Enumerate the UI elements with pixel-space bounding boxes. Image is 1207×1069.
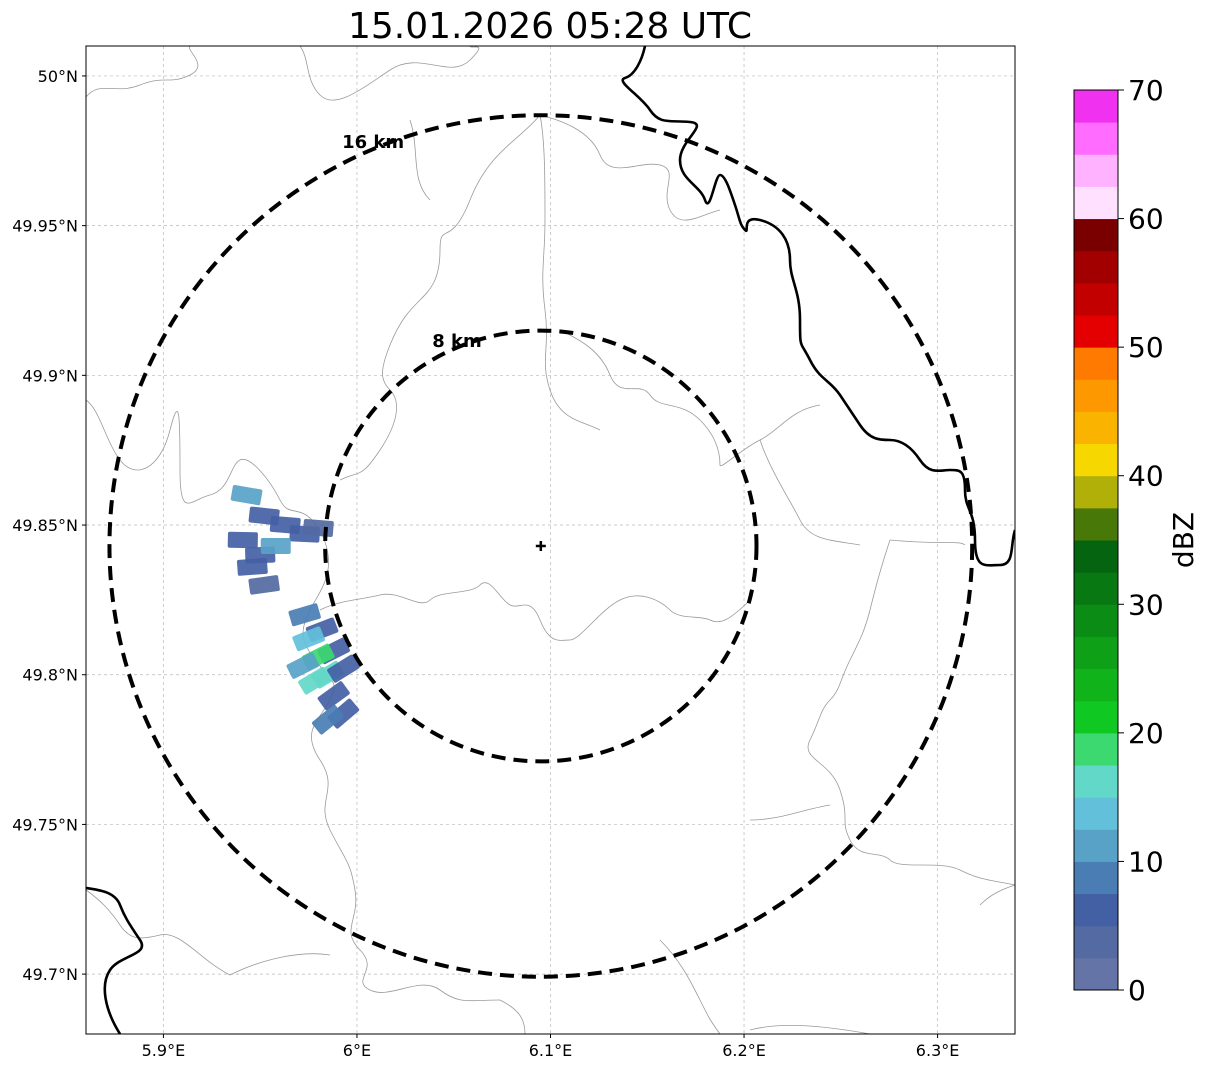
border-line xyxy=(499,999,526,1034)
lat-tick-label-3: 49.85°N xyxy=(12,516,78,535)
radar-cell-8 xyxy=(236,557,268,576)
admin-borders xyxy=(86,46,1015,1034)
radar-cell-7 xyxy=(260,538,291,555)
colorbar-frame xyxy=(1073,89,1119,991)
radar-cell-9 xyxy=(248,575,280,595)
colorbar-tick-label-3: 30 xyxy=(1128,588,1164,621)
colorbar-segment-26 xyxy=(1074,122,1118,155)
colorbar-tick-label-7: 70 xyxy=(1128,74,1164,107)
colorbar-segment-25 xyxy=(1074,154,1118,187)
lon-tick-label-2: 6.1°E xyxy=(529,1041,573,1060)
border-line xyxy=(749,1024,871,1034)
colorbar-tick-label-6: 60 xyxy=(1128,203,1164,236)
border-line xyxy=(409,119,431,201)
colorbar-tick-label-5: 50 xyxy=(1128,331,1164,364)
lat-tick-label-1: 49.95°N xyxy=(12,217,78,236)
lat-tick-label-6: 49.7°N xyxy=(22,965,78,984)
border-line xyxy=(299,46,480,101)
radar-cell-18 xyxy=(298,666,331,695)
border-line xyxy=(319,582,751,641)
border-line xyxy=(559,329,761,467)
colorbar-segment-0 xyxy=(1074,957,1118,991)
colorbar-segment-16 xyxy=(1074,443,1118,477)
colorbar-segment-3 xyxy=(1074,861,1118,895)
lon-tick-label-3: 6.2°E xyxy=(722,1041,766,1060)
range-ring-label-16km: 16 km xyxy=(342,132,404,153)
colorbar: 0 10 20 30 40 50 60 70 xyxy=(1073,74,1164,1007)
range-rings: 8 km 16 km xyxy=(107,113,975,979)
border-line xyxy=(86,889,231,976)
border-line xyxy=(229,953,331,976)
border-line xyxy=(979,884,1015,906)
colorbar-segment-23 xyxy=(1074,218,1118,252)
lat-tick-label-2: 49.9°N xyxy=(22,366,78,385)
colorbar-segment-15 xyxy=(1074,475,1118,509)
border-line xyxy=(86,46,199,98)
colorbar-segment-12 xyxy=(1074,572,1118,605)
colorbar-segment-8 xyxy=(1074,700,1118,734)
colorbar-tick-label-4: 40 xyxy=(1128,460,1164,493)
border-line xyxy=(749,804,831,821)
radar-cell-21 xyxy=(311,704,344,735)
colorbar-segment-1 xyxy=(1074,925,1118,959)
radar-cell-0 xyxy=(230,484,263,506)
border-line xyxy=(86,886,144,1034)
colorbar-segment-2 xyxy=(1074,893,1118,927)
radar-site-marker xyxy=(535,540,546,551)
colorbar-tick-label-0: 0 xyxy=(1128,974,1146,1007)
colorbar-segment-14 xyxy=(1074,507,1118,541)
border-line xyxy=(807,539,1015,886)
border-line xyxy=(339,114,541,481)
colorbar-segment-11 xyxy=(1074,604,1118,637)
border-line xyxy=(759,439,861,546)
lat-tick-label-4: 49.8°N xyxy=(22,666,78,685)
map-title: 15.01.2026 05:28 UTC xyxy=(348,6,752,47)
radar-cell-12 xyxy=(292,626,325,652)
lat-tick-label-0: 50°N xyxy=(38,67,78,86)
lon-tick-label-0: 5.9°E xyxy=(142,1041,186,1060)
country-borders xyxy=(86,46,1015,1034)
lat-tick-label-5: 49.75°N xyxy=(12,815,78,834)
radar-reflectivity-cells xyxy=(227,484,360,735)
colorbar-segment-4 xyxy=(1074,829,1118,862)
range-ring-16km xyxy=(107,113,975,979)
colorbar-segment-9 xyxy=(1074,668,1118,702)
colorbar-label: dBZ xyxy=(1167,512,1200,568)
radar-cell-17 xyxy=(327,654,360,683)
colorbar-segment-6 xyxy=(1074,765,1118,798)
border-line xyxy=(889,539,966,546)
colorbar-segment-21 xyxy=(1074,282,1118,316)
radar-cell-5 xyxy=(227,531,258,549)
colorbar-tick-label-1: 10 xyxy=(1128,845,1164,878)
colorbar-segment-10 xyxy=(1074,636,1118,670)
border-line xyxy=(759,404,821,441)
map-gridlines xyxy=(86,46,1015,1034)
radar-cell-10 xyxy=(288,603,321,627)
border-line xyxy=(539,114,721,221)
border-line xyxy=(621,46,1015,567)
colorbar-segment-19 xyxy=(1074,347,1118,380)
colorbar-segment-5 xyxy=(1074,797,1118,830)
colorbar-segment-13 xyxy=(1074,540,1118,573)
axis-ticks: 5.9°E 6°E 6.1°E 6.2°E 6.3°E 50°N 49.95°N 49.9°N… xyxy=(12,67,959,1060)
colorbar-segment-22 xyxy=(1074,250,1118,284)
radar-cell-15 xyxy=(286,652,320,679)
colorbar-tick-label-2: 20 xyxy=(1128,717,1164,750)
radar-cell-19 xyxy=(317,681,350,711)
lon-tick-label-1: 6°E xyxy=(343,1041,371,1060)
colorbar-segment-18 xyxy=(1074,379,1118,412)
lon-tick-label-4: 6.3°E xyxy=(916,1041,960,1060)
border-line xyxy=(86,399,321,531)
range-ring-8km xyxy=(323,328,759,764)
border-line xyxy=(539,114,601,431)
colorbar-segment-20 xyxy=(1074,315,1118,348)
colorbar-segment-17 xyxy=(1074,411,1118,445)
radar-cell-4 xyxy=(302,518,334,538)
colorbar-segment-24 xyxy=(1074,186,1118,220)
colorbar-segment-27 xyxy=(1074,90,1118,123)
colorbar-segment-7 xyxy=(1074,732,1118,766)
range-ring-label-8km: 8 km xyxy=(432,331,482,352)
